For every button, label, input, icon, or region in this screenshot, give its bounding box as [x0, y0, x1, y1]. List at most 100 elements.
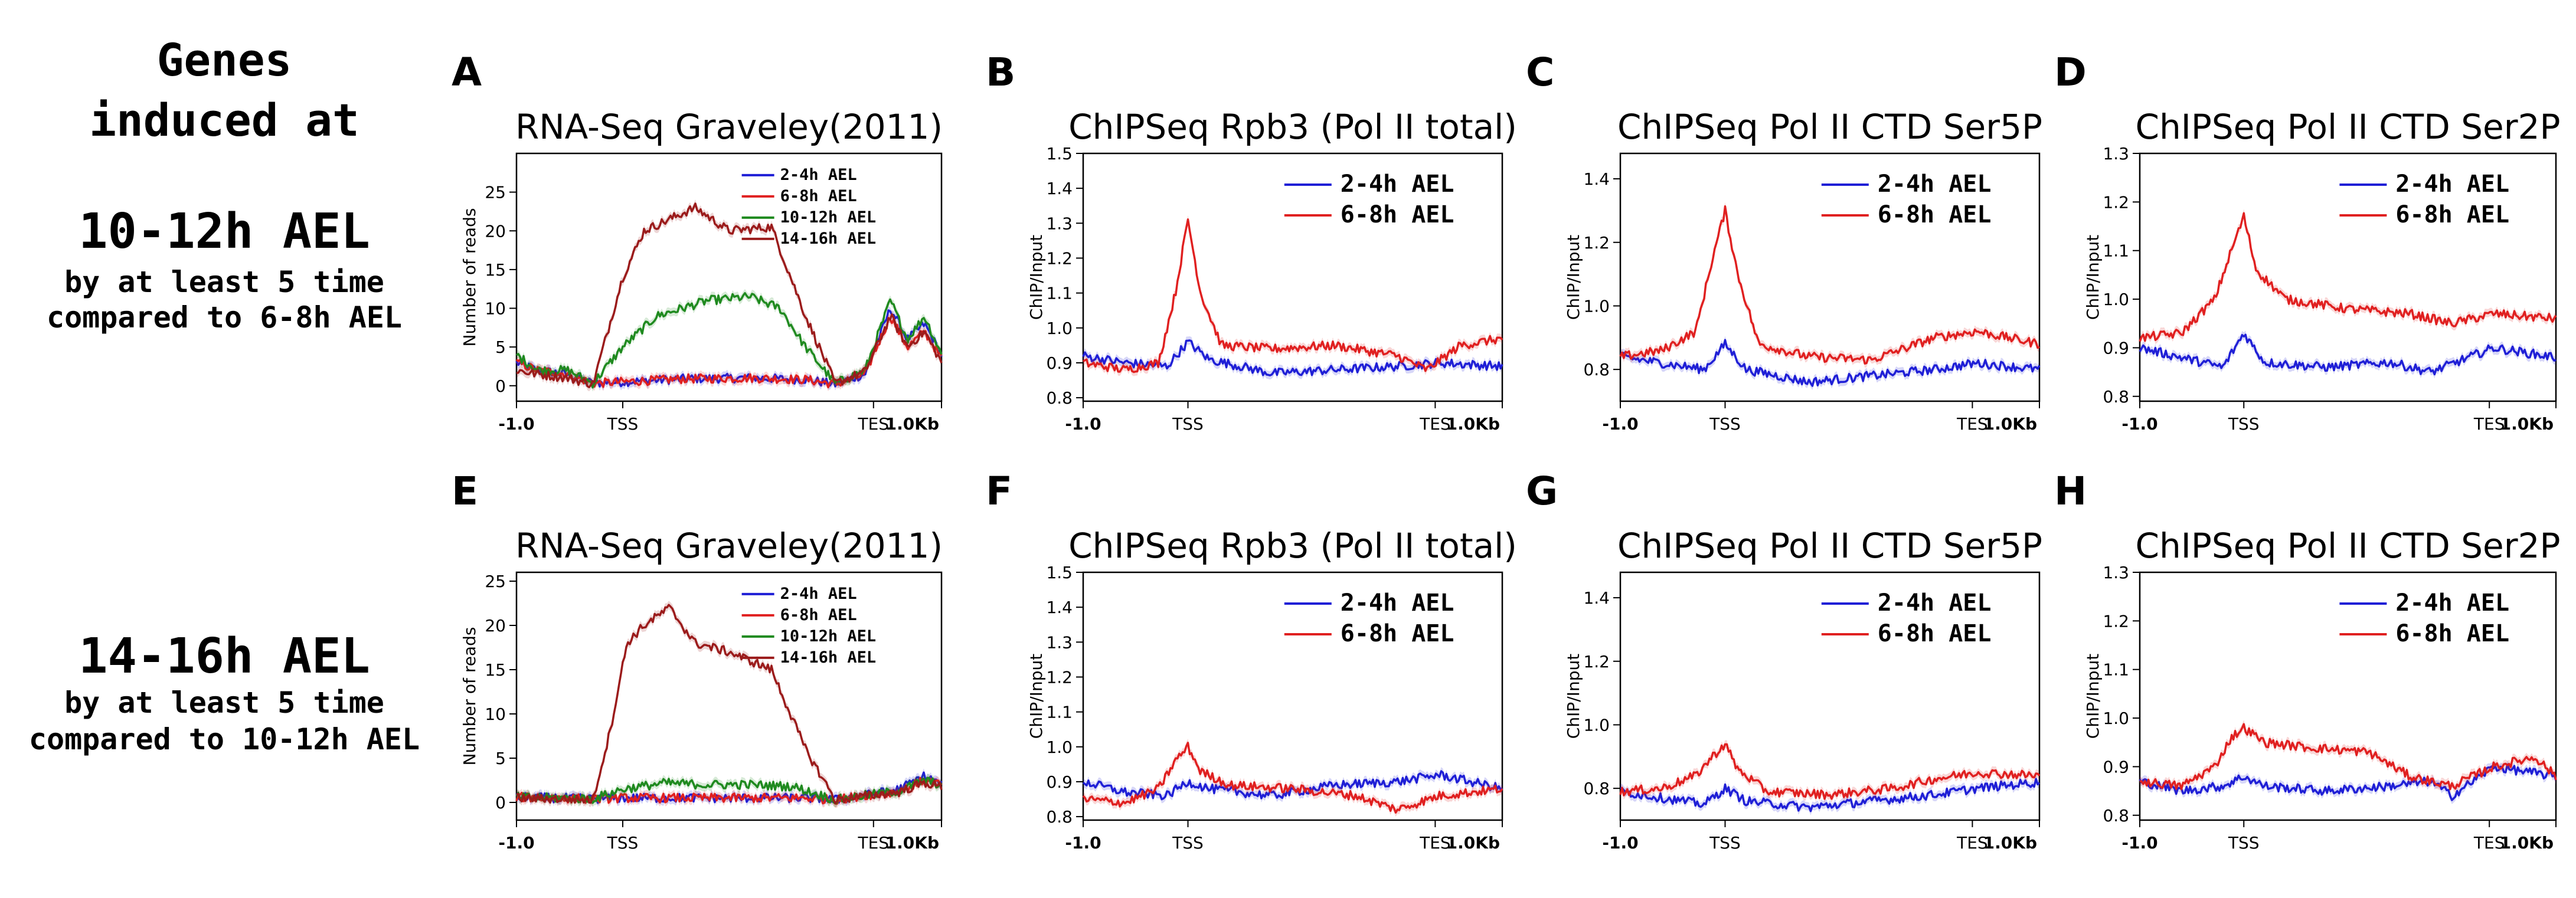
- plot-frame: [1619, 571, 2041, 821]
- series-line: [1082, 742, 1503, 814]
- panel-D: D ChIPSeq Pol II CTD Ser2P 0.8 0.9 1.0 1.1 1.2…: [2054, 50, 2560, 434]
- y-tick-label: 10: [485, 299, 506, 319]
- x-tick-label: -1.0: [1602, 414, 1638, 434]
- legend-label: 6-8h AEL: [780, 606, 857, 624]
- y-tick-label: 1.2: [1583, 652, 1610, 671]
- x-tick-label: 1.0Kb: [1983, 414, 2037, 434]
- y-tick-label: 20: [485, 616, 506, 635]
- y-tick-label: 1.4: [1046, 179, 1073, 198]
- y-axis-label: Number of reads: [460, 208, 479, 347]
- y-tick-label: 1.4: [1583, 169, 1610, 189]
- series-line: [515, 292, 943, 389]
- plot-frame: [1082, 152, 1503, 402]
- x-tick-label: TSS: [607, 414, 639, 434]
- series-band: [516, 774, 942, 808]
- x-tick-label: 1.0Kb: [2500, 833, 2554, 853]
- panel-letter: F: [986, 468, 1012, 514]
- x-tick-label: TSS: [2228, 414, 2260, 434]
- panel-G: G ChIPSeq Pol II CTD Ser5P 0.8 1.0 1.2 1.4 ChI…: [1526, 468, 2042, 853]
- panel-title: ChIPSeq Pol II CTD Ser5P: [1617, 526, 2042, 566]
- row-label-sub: by at least 5 time: [64, 686, 384, 720]
- x-tick-label: 1.0Kb: [1446, 414, 1500, 434]
- y-tick-label: 0.9: [1046, 772, 1073, 792]
- legend-label: 2-4h AEL: [780, 585, 857, 603]
- legend-label: 6-8h AEL: [780, 187, 857, 205]
- row-label-line: induced at: [89, 94, 359, 146]
- y-axis-label: ChIP/Input: [2083, 235, 2103, 320]
- panel-title: RNA-Seq Graveley(2011): [515, 526, 943, 566]
- legend-label: 6-8h AEL: [2395, 201, 2509, 228]
- legend-label: 14-16h AEL: [780, 230, 877, 248]
- y-tick-label: 1.0: [2103, 709, 2129, 728]
- x-tick-label: -1.0: [1065, 833, 1101, 853]
- y-tick-label: 5: [495, 749, 506, 768]
- x-tick-label: TES: [1956, 833, 1988, 853]
- row-label-sub: compared to 6-8h AEL: [47, 300, 402, 335]
- x-tick-label: TSS: [1172, 414, 1204, 434]
- x-tick-label: TSS: [607, 833, 639, 853]
- panel-title: RNA-Seq Graveley(2011): [515, 107, 943, 147]
- legend-label: 2-4h AEL: [1341, 171, 1454, 198]
- legend-label: 10-12h AEL: [780, 208, 877, 227]
- y-tick-label: 1.3: [1046, 214, 1073, 233]
- series-line: [2139, 212, 2557, 342]
- row-label-sub: by at least 5 time: [64, 265, 384, 299]
- y-tick-label: 1.2: [1046, 667, 1073, 687]
- x-tick-label: 1.0Kb: [885, 414, 939, 434]
- panel-letter: B: [986, 50, 1015, 95]
- y-tick-label: 1.2: [2103, 192, 2129, 212]
- x-tick-label: -1.0: [1065, 414, 1101, 434]
- y-axis-label: Number of reads: [460, 627, 479, 766]
- y-tick-label: 0.8: [1046, 807, 1073, 827]
- x-tick-label: TES: [858, 833, 890, 853]
- legend-label: 10-12h AEL: [780, 627, 877, 645]
- y-tick-label: 1.2: [2103, 611, 2129, 631]
- y-tick-label: 1.5: [1046, 144, 1073, 163]
- panel-title: ChIPSeq Rpb3 (Pol II total): [1068, 107, 1517, 147]
- x-tick-label: TSS: [1709, 414, 1741, 434]
- legend-label: 6-8h AEL: [1878, 201, 1992, 228]
- y-axis-label: ChIP/Input: [1027, 654, 1046, 739]
- series-line: [2139, 723, 2557, 791]
- legend-label: 6-8h AEL: [1341, 620, 1454, 647]
- plot-frame: [515, 571, 943, 821]
- series-line: [2139, 763, 2557, 801]
- panel-letter: C: [1526, 50, 1554, 95]
- plot-frame: [2139, 152, 2557, 402]
- x-tick-label: TES: [2473, 414, 2505, 434]
- panel-C: C ChIPSeq Pol II CTD Ser5P 0.8 1.0 1.2 1.4 ChI…: [1526, 50, 2042, 434]
- panel-title: ChIPSeq Rpb3 (Pol II total): [1068, 526, 1517, 566]
- x-tick-label: -1.0: [498, 414, 534, 434]
- x-tick-label: TES: [2473, 833, 2505, 853]
- y-tick-label: 0.8: [2103, 806, 2129, 825]
- series-line: [516, 604, 943, 804]
- x-tick-label: TES: [1419, 833, 1451, 853]
- y-tick-label: 1.1: [2103, 241, 2129, 261]
- x-tick-label: 1.0Kb: [1983, 833, 2037, 853]
- panel-F: F ChIPSeq Rpb3 (Pol II total) 0.8 0.9 1.0 1.1…: [986, 468, 1517, 853]
- x-tick-label: TSS: [2228, 833, 2260, 853]
- panel-letter: E: [452, 468, 478, 514]
- legend-label: 6-8h AEL: [1341, 201, 1454, 228]
- y-tick-label: 0.8: [2103, 387, 2129, 407]
- series-band: [516, 313, 942, 392]
- row-label-sub: compared to 10-12h AEL: [29, 722, 420, 756]
- x-tick-label: TES: [858, 414, 890, 434]
- legend-label: 2-4h AEL: [1341, 589, 1454, 617]
- x-tick-label: TES: [1419, 414, 1451, 434]
- y-tick-label: 1.3: [1046, 632, 1073, 652]
- y-tick-label: 0: [495, 793, 506, 812]
- plot-frame: [1082, 571, 1503, 821]
- y-tick-label: 15: [485, 260, 506, 280]
- panel-A: A RNA-Seq Graveley(2011) 0 5 10 15 20 25 Number …: [452, 50, 943, 434]
- y-tick-label: 1.3: [2103, 563, 2129, 582]
- x-tick-label: TES: [1956, 414, 1988, 434]
- x-tick-label: TSS: [1172, 833, 1204, 853]
- y-tick-label: 20: [485, 221, 506, 241]
- y-tick-label: 15: [485, 660, 506, 680]
- y-tick-label: 1.1: [1046, 284, 1073, 303]
- legend-label: 2-4h AEL: [1878, 589, 1992, 617]
- row-label-line: Genes: [157, 34, 292, 86]
- y-tick-label: 1.0: [1583, 296, 1610, 316]
- y-tick-label: 5: [495, 337, 506, 357]
